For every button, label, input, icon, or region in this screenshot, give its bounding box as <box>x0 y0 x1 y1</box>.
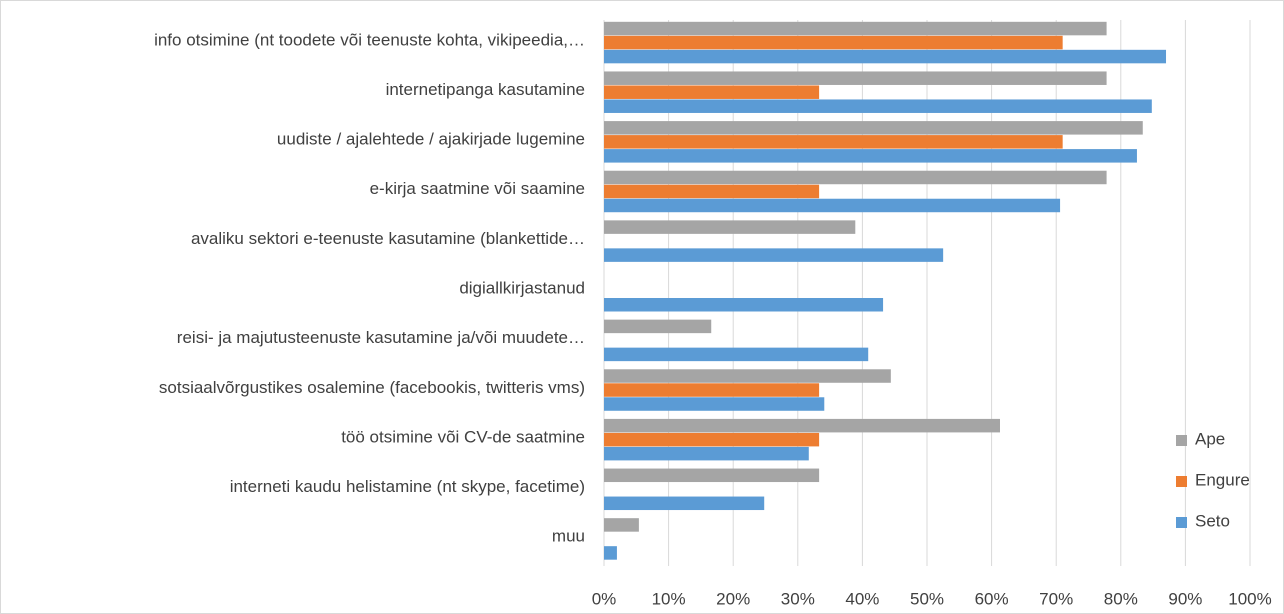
bar <box>604 21 1107 36</box>
legend-swatch <box>1176 517 1187 528</box>
x-tick-label: 80% <box>1104 589 1138 608</box>
bar <box>604 383 820 397</box>
y-tick-label: info otsimine (nt toodete või teenuste k… <box>154 30 585 49</box>
y-tick-label: digiallkirjastanud <box>459 278 585 297</box>
bar <box>604 369 891 383</box>
legend-label: Ape <box>1195 429 1225 448</box>
legend-swatch <box>1176 476 1187 487</box>
x-tick-label: 0% <box>592 589 617 608</box>
y-tick-label: sotsiaalvõrgustikes osalemine (facebooki… <box>159 378 585 397</box>
y-tick-label: e-kirja saatmine või saamine <box>370 179 585 198</box>
x-tick-label: 50% <box>910 589 944 608</box>
bar <box>604 248 944 262</box>
bar <box>604 220 856 234</box>
bar <box>604 446 809 461</box>
bar <box>604 347 869 362</box>
y-tick-label: internetipanga kasutamine <box>386 80 585 99</box>
bar <box>604 319 712 334</box>
bar <box>604 432 820 447</box>
x-tick-label: 10% <box>652 589 686 608</box>
bar <box>604 71 1107 85</box>
legend-label: Seto <box>1195 511 1230 530</box>
y-tick-label: interneti kaudu helistamine (nt skype, f… <box>230 477 585 496</box>
bar <box>604 397 825 411</box>
x-tick-label: 40% <box>845 589 879 608</box>
bar <box>604 496 765 511</box>
x-tick-label: 70% <box>1039 589 1073 608</box>
y-tick-label: reisi- ja majutusteenuste kasutamine ja/… <box>177 328 585 347</box>
y-tick-label: muu <box>552 527 585 546</box>
legend-label: Engure <box>1195 470 1250 489</box>
bar <box>604 170 1107 185</box>
bar <box>604 149 1137 163</box>
bar <box>604 99 1152 113</box>
x-tick-label: 100% <box>1228 589 1271 608</box>
bar <box>604 121 1143 135</box>
bar <box>604 198 1061 213</box>
bar <box>604 49 1167 64</box>
y-tick-label: töö otsimine või CV-de saatmine <box>341 427 585 446</box>
y-tick-label: avaliku sektori e-teenuste kasutamine (b… <box>191 229 585 248</box>
bar <box>604 298 884 312</box>
x-tick-label: 20% <box>716 589 750 608</box>
x-tick-label: 60% <box>975 589 1009 608</box>
x-tick-label: 30% <box>781 589 815 608</box>
bar <box>604 418 1000 433</box>
bar <box>604 546 617 560</box>
bar <box>604 35 1063 50</box>
legend-swatch <box>1176 435 1187 446</box>
bar <box>604 518 639 532</box>
bar <box>604 468 820 483</box>
bar <box>604 135 1063 149</box>
y-tick-label: uudiste / ajalehtede / ajakirjade lugemi… <box>277 130 585 149</box>
x-tick-label: 90% <box>1168 589 1202 608</box>
bar <box>604 184 820 199</box>
bar <box>604 85 820 99</box>
